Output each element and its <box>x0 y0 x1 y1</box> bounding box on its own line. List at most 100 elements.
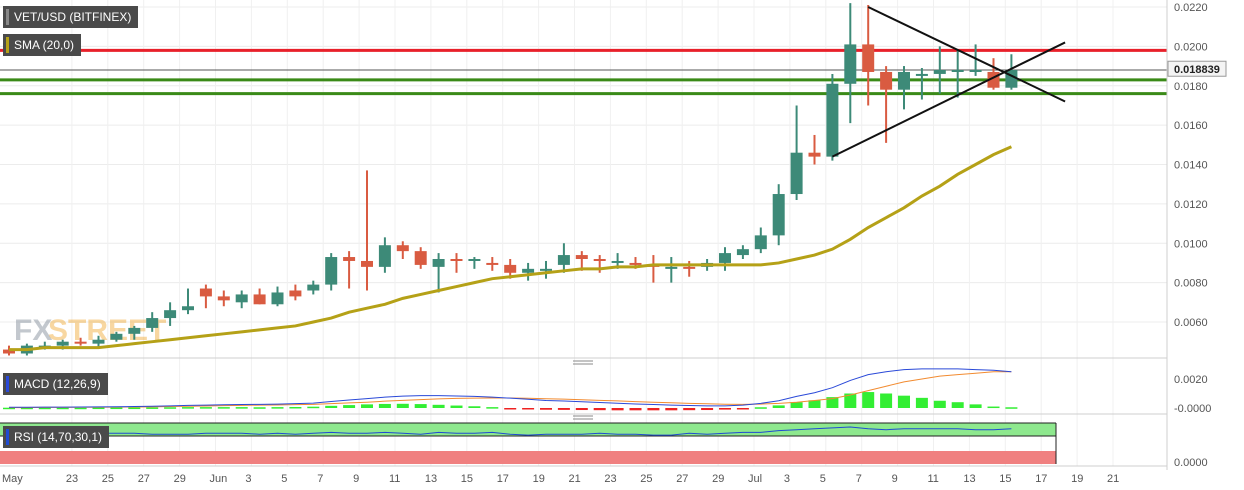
macd-histogram-bar <box>736 408 749 410</box>
candle <box>898 66 910 110</box>
candle-body <box>92 339 105 344</box>
macd-histogram-bar <box>361 404 373 408</box>
macd-histogram-bar <box>575 408 588 411</box>
macd-histogram-bar <box>182 407 194 409</box>
horizontal-levels <box>0 48 1167 96</box>
candle-body <box>414 251 427 265</box>
macd-histogram-bar <box>826 397 839 408</box>
date-tick-label: Jul <box>748 473 762 485</box>
candle-body <box>396 245 409 252</box>
candle <box>414 247 427 269</box>
price-tick-label: 0.0120 <box>1174 199 1208 211</box>
date-tick-label: 29 <box>712 473 724 485</box>
candle <box>969 44 982 76</box>
macd-resize-handle[interactable] <box>573 360 593 365</box>
macd-histogram-bar <box>486 407 499 409</box>
date-tick-label: 23 <box>604 473 616 485</box>
macd-histogram-bar <box>3 407 15 410</box>
watermark-fx: FX <box>14 314 52 347</box>
candle-body <box>951 70 964 72</box>
macd-histogram-bar <box>343 405 356 408</box>
macd-histogram-bar <box>808 400 821 408</box>
candle <box>468 257 481 269</box>
price-tick-label: 0.0100 <box>1174 238 1208 250</box>
price-tick-label: 0.0060 <box>1174 317 1208 329</box>
candle <box>557 243 570 273</box>
rsi-tick-label: 0.0000 <box>1174 457 1208 469</box>
macd-histogram-bar <box>665 408 678 411</box>
date-tick-label: Jun <box>210 473 228 485</box>
candle <box>772 184 785 246</box>
macd-histogram-bar <box>1005 407 1018 409</box>
candle <box>486 257 499 271</box>
macd-histogram-bar <box>38 407 51 410</box>
candle-body <box>468 259 481 261</box>
candle-body <box>969 70 982 72</box>
candle-body <box>343 257 356 261</box>
macd-histogram-bar <box>396 403 409 408</box>
candle-body <box>808 152 821 157</box>
candle-body <box>325 257 338 285</box>
date-tick-label: 27 <box>676 473 688 485</box>
macd-histogram-bar <box>557 408 570 410</box>
macd-histogram-bar <box>933 400 946 408</box>
macd-histogram-bar <box>289 406 302 409</box>
rsi-legend[interactable]: RSI (14,70,30,1) <box>3 426 110 448</box>
macd-histogram-bar <box>754 407 767 409</box>
date-tick-label: 5 <box>281 473 287 485</box>
date-tick-label: 19 <box>533 473 545 485</box>
candle-body <box>110 333 123 340</box>
date-tick-label: 13 <box>963 473 975 485</box>
price-tick-label: 0.0200 <box>1174 41 1208 53</box>
candle <box>217 290 230 307</box>
candle-body <box>665 266 678 269</box>
date-tick-label: 15 <box>999 473 1011 485</box>
candle-body <box>898 71 910 90</box>
macd-histogram-bar <box>217 407 230 409</box>
macd-histogram-bar <box>164 407 177 409</box>
macd-histogram-bar <box>432 404 445 408</box>
macd-histogram-bar <box>271 407 284 409</box>
candle <box>307 280 320 295</box>
price-tick-label: 0.0140 <box>1174 160 1208 172</box>
rsi-resize-handle[interactable] <box>573 415 593 420</box>
macd-histogram-bar <box>450 405 463 408</box>
macd-histogram-bar <box>522 408 535 410</box>
macd-histogram-bar <box>92 407 105 410</box>
trendline <box>831 41 1066 158</box>
candle-body <box>182 306 194 311</box>
date-tick-label: 29 <box>174 473 186 485</box>
sma-legend[interactable]: SMA (20,0) <box>3 34 82 56</box>
candle <box>754 227 767 254</box>
macd-histogram-bar <box>128 407 141 410</box>
candle-body <box>736 249 749 256</box>
candle <box>665 257 678 283</box>
candle-body <box>74 341 87 344</box>
candle-body <box>522 268 535 273</box>
macd-legend[interactable]: MACD (12,26,9) <box>3 373 108 395</box>
triangle-trendlines <box>831 6 1066 158</box>
candle-body <box>486 262 499 265</box>
macd-histogram-bar <box>414 404 427 408</box>
date-tick-label: 17 <box>497 473 509 485</box>
macd-histogram-bar <box>110 407 123 410</box>
date-axis: May 23 25 27 29 Jun 3 5 7 9 11 13 15 17 19 21 23 25 27 29 Ju… <box>2 473 1119 485</box>
candle-body <box>557 255 570 265</box>
main-panel-frame <box>0 0 1167 358</box>
candle-body <box>754 235 767 250</box>
price-tick-label: 0.0220 <box>1174 2 1208 14</box>
date-tick-label: 23 <box>66 473 78 485</box>
price-tick-label: 0.0080 <box>1174 278 1208 290</box>
candle-body <box>504 264 517 273</box>
date-tick-label: 21 <box>1107 473 1119 485</box>
candle <box>182 288 194 315</box>
candle <box>844 3 857 124</box>
candle <box>862 5 875 106</box>
candle <box>235 290 248 309</box>
rsi-line <box>8 426 1012 436</box>
candle <box>271 286 284 307</box>
candle-body <box>540 268 552 271</box>
date-tick-label: 3 <box>245 473 251 485</box>
date-tick-label: 9 <box>892 473 898 485</box>
current-price-marker: 0.018839 <box>1167 60 1227 77</box>
